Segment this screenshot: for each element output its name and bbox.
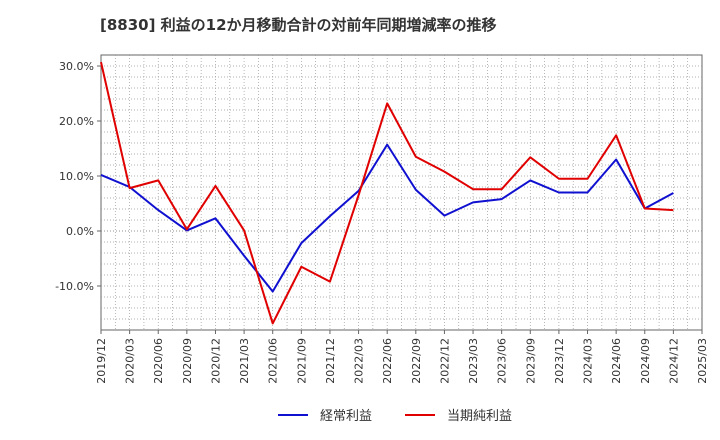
legend-label-1: 経常利益 <box>320 409 372 424</box>
y-axis-ticks: 30.0% 20.0% 10.0% 0.0% -10.0% <box>55 60 101 293</box>
x-tick-label: 2024/06 <box>610 338 623 384</box>
x-tick-label: 2020/06 <box>152 338 165 384</box>
x-tick-label: 2023/06 <box>496 338 509 384</box>
series-layer <box>100 61 674 325</box>
x-tick-label: 2023/12 <box>553 338 566 384</box>
x-tick-label: 2020/03 <box>124 338 137 384</box>
series-line-2 <box>100 61 674 325</box>
x-tick-label: 2024/12 <box>667 338 680 384</box>
y-tick-label: 10.0% <box>59 170 94 183</box>
legend-label-2: 当期純利益 <box>447 409 512 424</box>
x-tick-label: 2022/12 <box>438 338 451 384</box>
x-tick-label: 2024/09 <box>639 338 652 384</box>
series-line-1 <box>100 143 674 293</box>
x-tick-label: 2022/03 <box>353 338 366 384</box>
x-tick-label: 2021/12 <box>324 338 337 384</box>
y-tick-label: 20.0% <box>59 115 94 128</box>
x-tick-label: 2025/03 <box>696 338 709 384</box>
x-tick-label: 2021/09 <box>295 338 308 384</box>
x-tick-label: 2019/12 <box>95 338 108 384</box>
y-tick-label: -10.0% <box>55 280 94 293</box>
y-tick-label: 0.0% <box>66 225 94 238</box>
x-tick-label: 2023/03 <box>467 338 480 384</box>
x-tick-label: 2020/09 <box>181 338 194 384</box>
x-tick-label: 2021/03 <box>238 338 251 384</box>
x-tick-label: 2022/09 <box>410 338 423 384</box>
chart-title: [8830] 利益の12か月移動合計の対前年同期増減率の推移 <box>100 16 497 34</box>
x-tick-label: 2024/03 <box>582 338 595 384</box>
x-tick-label: 2020/12 <box>209 338 222 384</box>
x-tick-label: 2022/06 <box>381 338 394 384</box>
y-tick-label: 30.0% <box>59 60 94 73</box>
x-tick-label: 2023/09 <box>524 338 537 384</box>
plot-area <box>100 54 703 331</box>
x-axis-ticks: 2019/12 2020/03 2020/06 2020/09 2020/12 2021/… <box>95 330 709 384</box>
x-tick-label: 2021/06 <box>267 338 280 384</box>
grid-layer <box>101 55 702 330</box>
legend: 経常利益 当期純利益 <box>278 409 512 424</box>
